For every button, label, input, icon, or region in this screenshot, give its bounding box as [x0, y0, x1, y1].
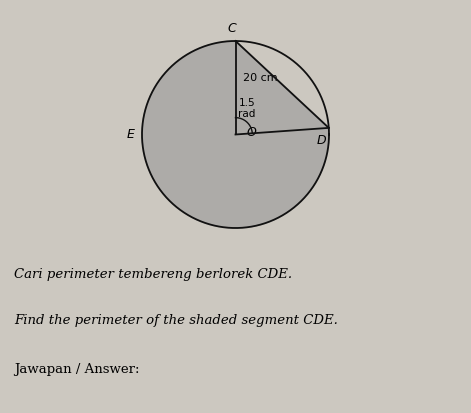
Text: C: C — [227, 22, 236, 36]
Text: E: E — [127, 128, 135, 141]
Text: D: D — [317, 134, 326, 147]
Text: O: O — [247, 126, 257, 139]
Polygon shape — [142, 41, 329, 228]
Text: 20 cm: 20 cm — [243, 73, 277, 83]
Text: Find the perimeter of the shaded segment CDE.: Find the perimeter of the shaded segment… — [14, 314, 338, 327]
Text: 1.5
rad: 1.5 rad — [238, 98, 255, 119]
Text: Jawapan / Answer:: Jawapan / Answer: — [14, 363, 139, 376]
Text: Cari perimeter tembereng berlorek CDE.: Cari perimeter tembereng berlorek CDE. — [14, 268, 292, 280]
